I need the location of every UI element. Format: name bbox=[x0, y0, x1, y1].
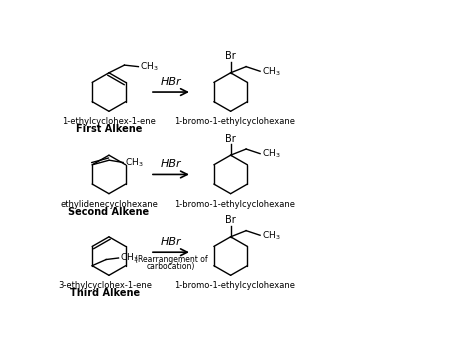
Text: Br: Br bbox=[225, 134, 236, 143]
Text: Third Alkene: Third Alkene bbox=[70, 288, 140, 299]
Text: CH$_3$: CH$_3$ bbox=[140, 61, 158, 73]
Text: Second Alkene: Second Alkene bbox=[68, 207, 149, 217]
Text: 1-ethylcyclohex-1-ene: 1-ethylcyclohex-1-ene bbox=[62, 118, 156, 126]
Text: HBr: HBr bbox=[161, 77, 181, 87]
Text: 3-ethylcyclohex-1-ene: 3-ethylcyclohex-1-ene bbox=[58, 281, 152, 290]
Text: Br: Br bbox=[225, 51, 236, 61]
Text: CH$_3$: CH$_3$ bbox=[261, 147, 280, 160]
Text: HBr: HBr bbox=[161, 237, 181, 247]
Text: First Alkene: First Alkene bbox=[76, 124, 142, 134]
Text: carbocation): carbocation) bbox=[147, 262, 195, 271]
Text: 1-bromo-1-ethylcyclohexane: 1-bromo-1-ethylcyclohexane bbox=[174, 200, 295, 209]
Text: CH$_3$: CH$_3$ bbox=[261, 65, 280, 77]
Text: CH$_3$: CH$_3$ bbox=[120, 252, 139, 264]
Text: Br: Br bbox=[225, 215, 236, 225]
Text: CH$_3$: CH$_3$ bbox=[125, 156, 144, 169]
Text: 1-bromo-1-ethylcyclohexane: 1-bromo-1-ethylcyclohexane bbox=[174, 281, 295, 290]
Text: 1-bromo-1-ethylcyclohexane: 1-bromo-1-ethylcyclohexane bbox=[174, 118, 295, 126]
Text: CH$_3$: CH$_3$ bbox=[261, 229, 280, 241]
Text: HBr: HBr bbox=[161, 159, 181, 169]
Text: ethylidenecyclohexane: ethylidenecyclohexane bbox=[60, 200, 158, 209]
Text: (Rearrangement of: (Rearrangement of bbox=[135, 254, 207, 264]
